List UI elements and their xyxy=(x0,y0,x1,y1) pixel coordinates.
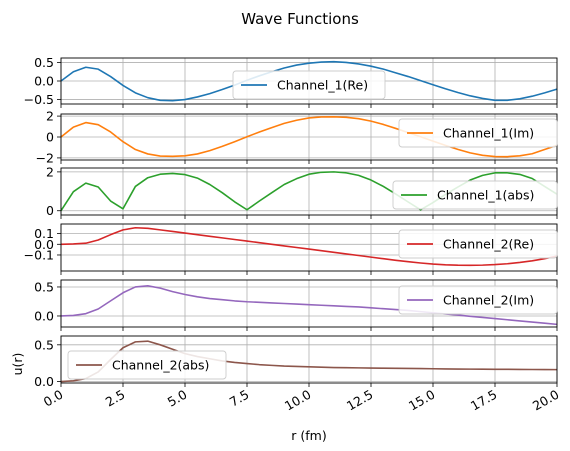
legend: Channel_1(Re) xyxy=(232,70,386,100)
subplot-2: 2 0 −2 Channel_1(Im) xyxy=(36,109,558,165)
subplot-6: 0.5 0.0 Channel_2(abs) xyxy=(34,335,558,389)
subplot-4: 0.10.0−0.1 Channel_2(Re) xyxy=(24,223,558,275)
series-line xyxy=(60,226,558,267)
legend: Channel_2(abs) xyxy=(67,350,227,380)
series-line xyxy=(60,60,558,102)
x-tick-label: 5.0 xyxy=(165,387,190,410)
legend: Channel_1(abs) xyxy=(392,180,558,210)
legend: Channel_2(Re) xyxy=(398,229,558,259)
y-tick-label: 0.0 xyxy=(34,374,54,389)
subplot-stack: 0.5 0.0 −0.5 Channel_1(Re) 2 0 −2 Channel_1(Im)… xyxy=(24,55,558,389)
legend-label: Channel_1(Re) xyxy=(277,78,368,93)
series-line xyxy=(60,171,558,212)
series-line xyxy=(60,284,558,326)
legend-box xyxy=(398,229,558,259)
x-tick-label: 15.0 xyxy=(406,387,438,414)
legend-label: Channel_2(Im) xyxy=(443,293,534,308)
y-tick-label: 0 xyxy=(46,203,54,218)
legend: Channel_2(Im) xyxy=(398,285,558,315)
y-tick-label: 0.5 xyxy=(34,337,54,352)
x-axis: 0.0 2.5 5.0 7.5 10.0 12.5 15.0 17.5 20.0 xyxy=(41,387,562,414)
y-tick-label: 2 xyxy=(46,109,54,124)
legend-label: Channel_2(Re) xyxy=(443,237,534,252)
subplot-5: 0.5 0.0 Channel_2(Im) xyxy=(34,279,558,331)
x-tick-label: 10.0 xyxy=(282,387,314,414)
y-tick-label: 0.5 xyxy=(34,55,54,70)
x-tick-label: 12.5 xyxy=(344,387,376,414)
series-line xyxy=(60,116,558,158)
y-axis-label: u(r) xyxy=(10,353,25,376)
x-tick-label: 17.5 xyxy=(468,387,500,414)
legend: Channel_1(Im) xyxy=(398,118,558,148)
series-line xyxy=(60,340,558,383)
y-tick-label: 0 xyxy=(46,130,54,145)
x-tick-label: 20.0 xyxy=(530,387,562,414)
x-axis-label: r (fm) xyxy=(291,428,326,443)
x-tick-label: 2.5 xyxy=(103,387,128,410)
x-tick-label: 0.0 xyxy=(41,387,66,410)
plot-frame xyxy=(60,335,558,384)
y-tick-label: 0.5 xyxy=(34,279,54,294)
y-tick-label: 0.0 xyxy=(34,308,54,323)
legend-box xyxy=(398,285,558,315)
legend-label: Channel_1(Im) xyxy=(443,126,534,141)
plot-frame xyxy=(60,57,558,105)
legend-box xyxy=(232,70,386,100)
x-tick-label: 7.5 xyxy=(227,387,252,410)
y-tick-label: 2 xyxy=(46,164,54,179)
y-tick-label: −2 xyxy=(36,150,54,165)
y-tick-label: −0.5 xyxy=(24,92,54,107)
figure-title: Wave Functions xyxy=(241,10,359,28)
legend-box xyxy=(398,118,558,148)
legend-label: Channel_1(abs) xyxy=(437,188,534,203)
subplot-1: 0.5 0.0 −0.5 Channel_1(Re) xyxy=(24,55,558,108)
legend-box xyxy=(392,180,558,210)
y-tick-label: 0.0 xyxy=(34,237,54,252)
y-tick-label: 0.0 xyxy=(34,74,54,89)
y-tick-label: −0.1 xyxy=(24,247,54,262)
legend-box xyxy=(67,350,227,380)
subplot-3: 2 0 Channel_1(abs) xyxy=(46,164,558,219)
y-tick-label: 0.1 xyxy=(34,226,54,241)
legend-label: Channel_2(abs) xyxy=(112,358,209,373)
